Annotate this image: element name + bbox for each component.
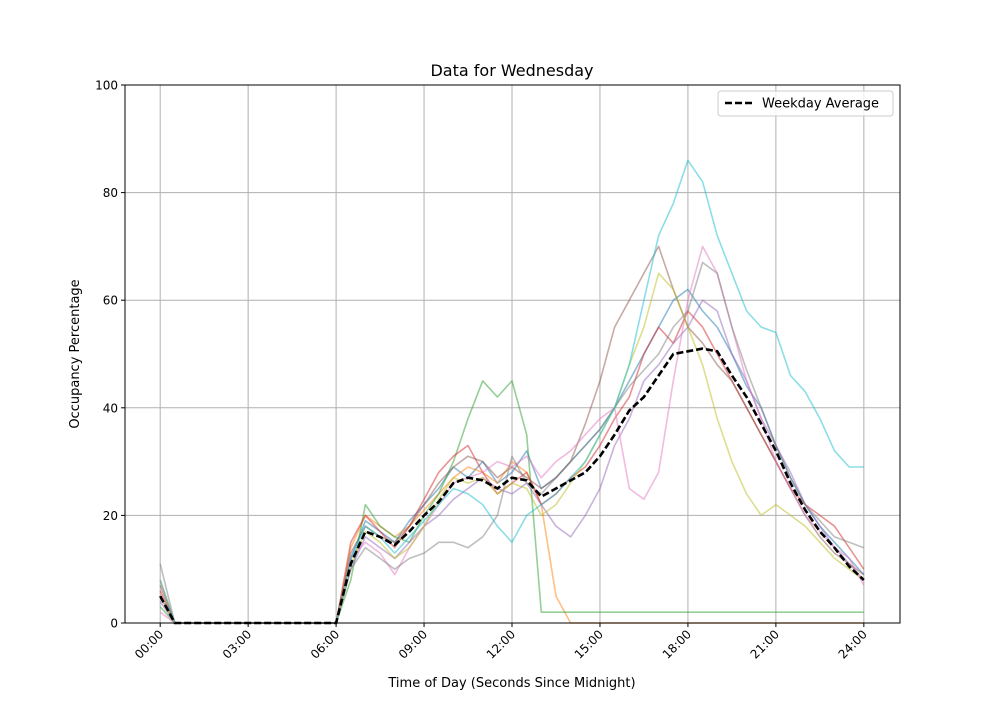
chart-title: Data for Wednesday: [430, 61, 593, 80]
y-axis-label: Occupancy Percentage: [68, 279, 83, 428]
y-tick-label: 60: [103, 294, 118, 308]
x-tick-label: 24:00: [836, 627, 870, 661]
grid-lines: [125, 84, 900, 624]
y-tick-label: 0: [110, 617, 118, 631]
x-tick-label: 09:00: [396, 627, 430, 661]
x-axis-ticks: 00:00 03:00 06:00 09:00 12:00 15:00 18:00 21:00…: [132, 623, 870, 662]
y-axis-ticks: 0 20 40 60 80 100: [95, 79, 125, 631]
x-tick-label: 15:00: [572, 627, 606, 661]
y-tick-label: 20: [103, 509, 118, 523]
x-tick-label: 06:00: [308, 627, 342, 661]
x-axis-label: Time of Day (Seconds Since Midnight): [387, 676, 635, 691]
x-tick-label: 18:00: [660, 627, 694, 661]
legend-label-weekday-average: Weekday Average: [762, 97, 879, 112]
y-tick-label: 100: [95, 79, 118, 93]
y-tick-label: 80: [103, 186, 118, 200]
x-tick-label: 00:00: [132, 627, 166, 661]
y-tick-label: 40: [103, 401, 118, 415]
x-tick-label: 21:00: [748, 627, 782, 661]
x-tick-label: 03:00: [220, 627, 254, 661]
x-tick-label: 12:00: [484, 627, 518, 661]
legend-box: [717, 90, 894, 117]
legend: Weekday Average: [717, 90, 894, 117]
